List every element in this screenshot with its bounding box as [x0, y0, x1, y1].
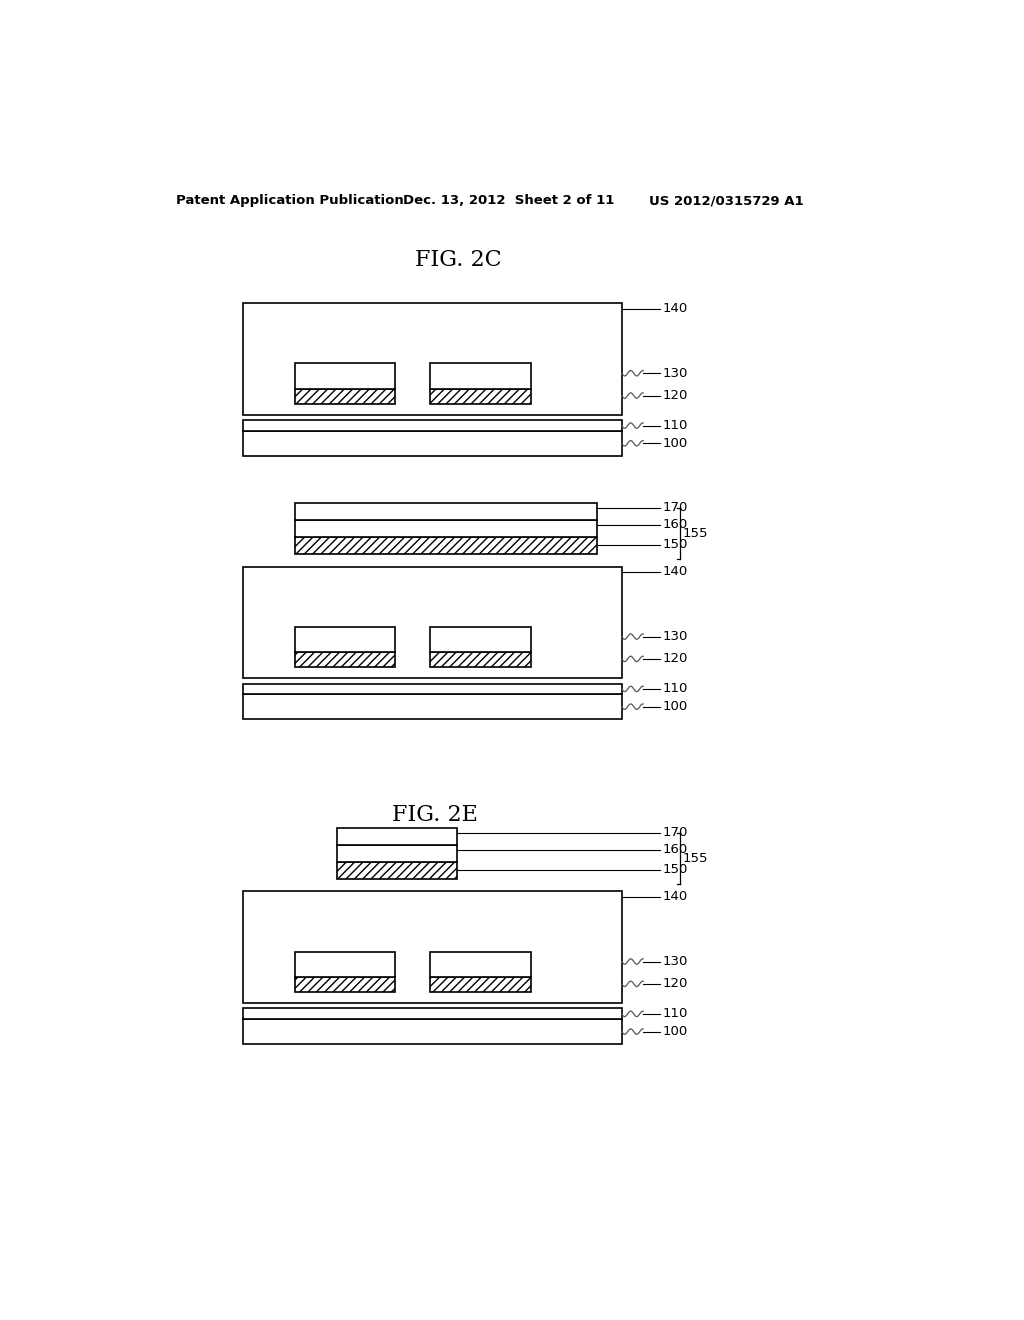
- Text: 100: 100: [663, 437, 688, 450]
- Text: 160: 160: [663, 843, 688, 857]
- Text: FIG. 2C: FIG. 2C: [415, 249, 502, 272]
- Text: FIG. 2E: FIG. 2E: [391, 804, 477, 826]
- Bar: [243, 1008, 623, 1019]
- Text: 100: 100: [663, 700, 688, 713]
- Text: 140: 140: [663, 302, 688, 315]
- Text: 170: 170: [663, 502, 688, 515]
- Bar: [243, 420, 623, 430]
- Bar: [295, 503, 597, 520]
- Text: 120: 120: [663, 652, 688, 665]
- Bar: [295, 652, 395, 668]
- Text: Dec. 13, 2012  Sheet 2 of 11: Dec. 13, 2012 Sheet 2 of 11: [403, 194, 614, 207]
- Bar: [243, 1019, 623, 1044]
- Bar: [430, 652, 531, 668]
- Text: 140: 140: [663, 565, 688, 578]
- Text: US 2012/0315729 A1: US 2012/0315729 A1: [649, 194, 804, 207]
- Text: 100: 100: [663, 1026, 688, 1038]
- Bar: [295, 520, 597, 537]
- Bar: [337, 862, 458, 879]
- Bar: [430, 388, 531, 404]
- Text: 140: 140: [663, 890, 688, 903]
- Bar: [337, 845, 458, 862]
- Text: 155: 155: [682, 851, 708, 865]
- Text: 120: 120: [663, 977, 688, 990]
- Bar: [295, 537, 597, 554]
- Text: 170: 170: [663, 826, 688, 840]
- Bar: [243, 684, 623, 694]
- Text: 110: 110: [663, 1007, 688, 1020]
- Bar: [295, 952, 395, 977]
- Bar: [243, 566, 623, 678]
- Text: 130: 130: [663, 954, 688, 968]
- Text: 130: 130: [663, 367, 688, 380]
- Text: 110: 110: [663, 682, 688, 696]
- Bar: [430, 363, 531, 388]
- Text: 150: 150: [663, 863, 688, 876]
- Text: 110: 110: [663, 418, 688, 432]
- Bar: [243, 891, 623, 1003]
- Bar: [243, 430, 623, 455]
- Bar: [295, 627, 395, 652]
- Bar: [430, 952, 531, 977]
- Text: 150: 150: [663, 539, 688, 552]
- Text: FIG. 2D: FIG. 2D: [399, 503, 486, 525]
- Bar: [295, 977, 395, 993]
- Text: 130: 130: [663, 630, 688, 643]
- Bar: [243, 304, 623, 414]
- Bar: [337, 829, 458, 845]
- Bar: [295, 363, 395, 388]
- Bar: [430, 977, 531, 993]
- Text: Patent Application Publication: Patent Application Publication: [176, 194, 403, 207]
- Text: 120: 120: [663, 389, 688, 403]
- Bar: [295, 388, 395, 404]
- Text: 160: 160: [663, 519, 688, 532]
- Bar: [430, 627, 531, 652]
- Text: 155: 155: [682, 527, 708, 540]
- Bar: [243, 694, 623, 719]
